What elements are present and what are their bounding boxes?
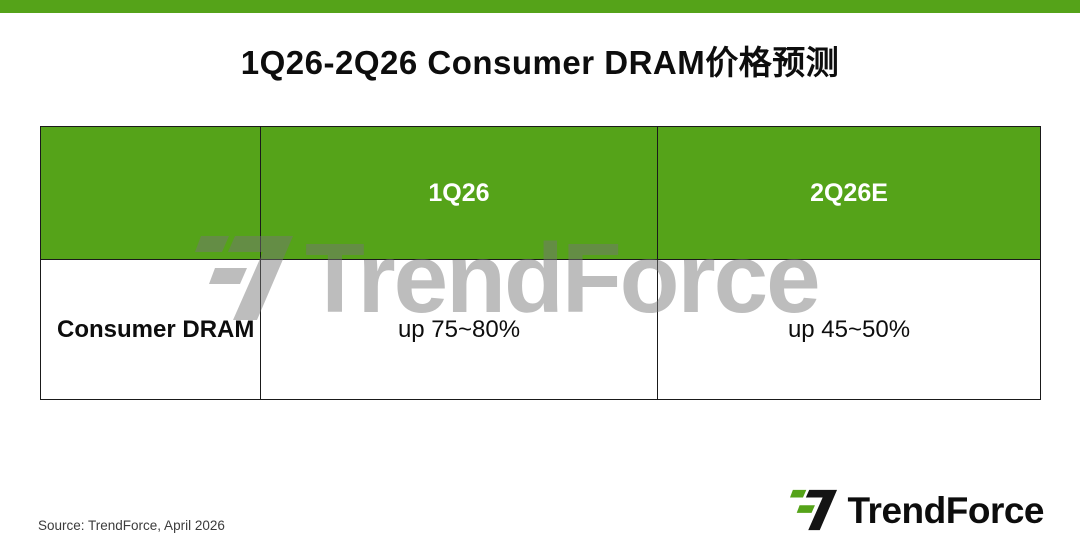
row-label-consumer-dram: Consumer DRAM: [40, 259, 261, 400]
forecast-table: 1Q26 2Q26E Consumer DRAM up 75~80% up 45…: [40, 126, 1041, 400]
page-title: 1Q26-2Q26 Consumer DRAM价格预测: [240, 44, 840, 81]
header-1q26: 1Q26: [260, 126, 658, 260]
top-accent-bar: [0, 0, 1080, 13]
source-note: Source: TrendForce, April 2026: [38, 518, 225, 533]
table-row: Consumer DRAM up 75~80% up 45~50%: [40, 259, 1041, 400]
table-header-row: 1Q26 2Q26E: [40, 126, 1041, 260]
cell-2q26e-value: up 45~50%: [657, 259, 1041, 400]
cell-1q26-value: up 75~80%: [260, 259, 658, 400]
header-2q26e: 2Q26E: [657, 126, 1041, 260]
brand-name: TrendForce: [847, 489, 1045, 531]
trendforce-logo-icon: [789, 486, 838, 534]
trendforce-brand: TrendForce: [789, 486, 1045, 534]
header-empty-cell: [40, 126, 261, 260]
